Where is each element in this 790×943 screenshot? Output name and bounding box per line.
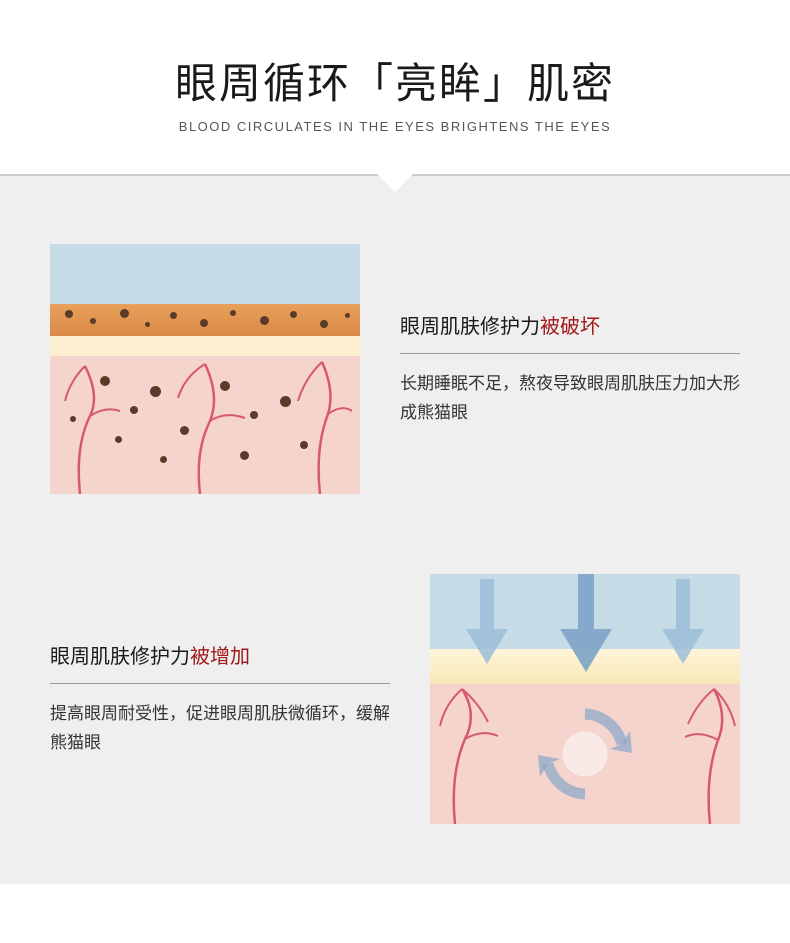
title-chinese: 眼周循环「亮眸」肌密 (0, 50, 790, 111)
section2-desc: 提高眼周耐受性，促进眼周肌肤微循环，缓解熊猫眼 (50, 700, 390, 758)
title-prefix: 眼周肌肤修护力 (50, 646, 190, 668)
divider-line (400, 353, 740, 354)
section-improved: 眼周肌肤修护力被增加 提高眼周耐受性，促进眼周肌肤微循环，缓解熊猫眼 (50, 574, 740, 824)
divider (0, 174, 790, 204)
text-improved: 眼周肌肤修护力被增加 提高眼周耐受性，促进眼周肌肤微循环，缓解熊猫眼 (50, 640, 390, 758)
header: 眼周循环「亮眸」肌密 BLOOD CIRCULATES IN THE EYES … (0, 0, 790, 174)
title-english: BLOOD CIRCULATES IN THE EYES BRIGHTENS T… (0, 119, 790, 134)
content-area: 眼周肌肤修护力被破坏 长期睡眠不足，熬夜导致眼周肌肤压力加大形成熊猫眼 眼周肌肤… (0, 204, 790, 884)
section-damaged: 眼周肌肤修护力被破坏 长期睡眠不足，熬夜导致眼周肌肤压力加大形成熊猫眼 (50, 244, 740, 494)
section1-title: 眼周肌肤修护力被破坏 (400, 310, 740, 339)
title-accent: 被增加 (190, 646, 250, 668)
diagram-improved-skin (430, 574, 740, 824)
divider-line (50, 683, 390, 684)
text-damaged: 眼周肌肤修护力被破坏 长期睡眠不足，熬夜导致眼周肌肤压力加大形成熊猫眼 (400, 310, 740, 428)
section2-title: 眼周肌肤修护力被增加 (50, 640, 390, 669)
title-accent: 被破坏 (540, 316, 600, 338)
diagram-damaged-skin (50, 244, 360, 494)
title-prefix: 眼周肌肤修护力 (400, 316, 540, 338)
section1-desc: 长期睡眠不足，熬夜导致眼周肌肤压力加大形成熊猫眼 (400, 370, 740, 428)
triangle-pointer (377, 174, 413, 192)
